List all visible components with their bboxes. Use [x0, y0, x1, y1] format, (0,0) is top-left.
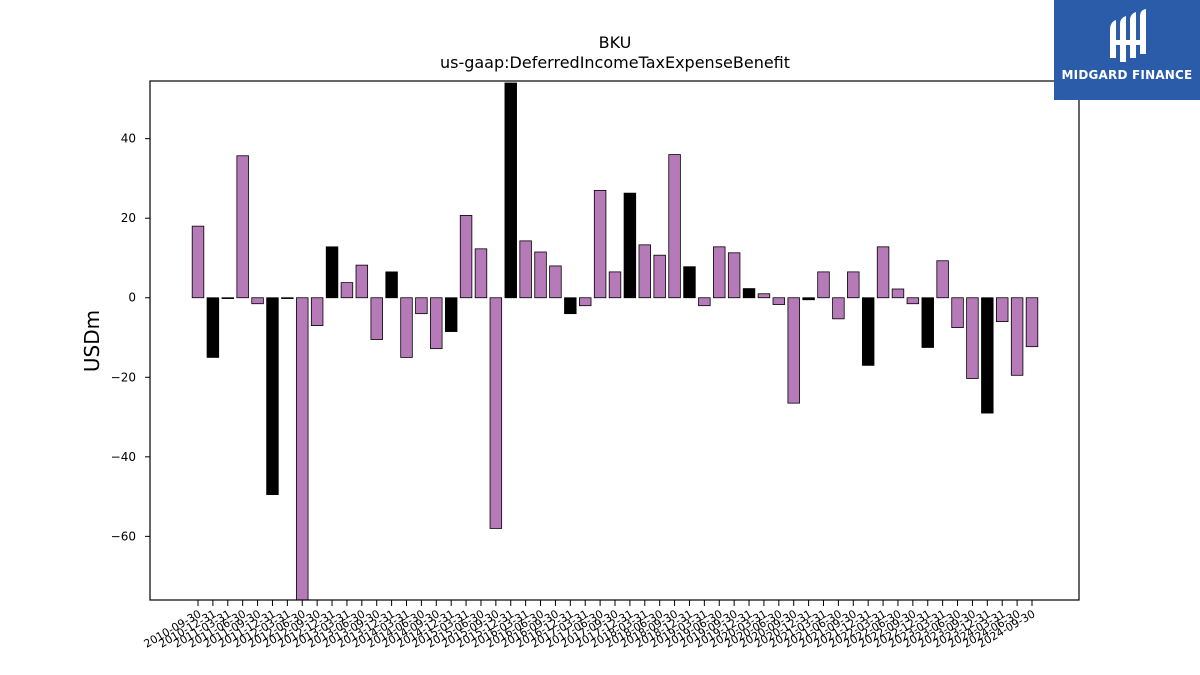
bar-2015-12-31	[504, 82, 517, 299]
bar-2023-03-31	[936, 260, 949, 299]
y-tick-label: −60	[111, 529, 136, 543]
bar-2021-06-30	[832, 297, 845, 320]
bar-2016-03-31	[519, 240, 532, 299]
bar-2015-06-30	[474, 248, 488, 299]
bar-2016-12-31	[564, 297, 577, 315]
bar-2020-09-30	[787, 297, 800, 404]
bar-2016-09-30	[549, 265, 562, 299]
bar-2020-03-31	[757, 293, 771, 299]
bar-2024-03-31	[996, 297, 1009, 323]
bar-2011-06-30	[236, 155, 249, 299]
bar-2021-12-31	[861, 297, 875, 366]
bar-2024-09-30	[1025, 297, 1039, 348]
bar-2023-06-30	[951, 297, 964, 328]
bar-2013-06-30	[355, 264, 369, 299]
chart-subtitle: us-gaap:DeferredIncomeTaxExpenseBenefit	[440, 53, 790, 72]
bar-2012-12-31	[325, 246, 339, 299]
bar-2023-09-30	[966, 297, 979, 379]
bar-2013-03-31	[340, 282, 354, 299]
bar-2021-09-30	[847, 271, 860, 299]
midgard-finance-logo: MIDGARD FINANCE	[1054, 0, 1200, 100]
bar-2014-06-30	[415, 297, 428, 315]
bar-2011-09-30	[251, 297, 264, 305]
midgard-logo-icon	[1110, 9, 1146, 62]
bar-2013-12-31	[385, 271, 398, 299]
bar-2018-06-30	[653, 254, 666, 299]
bar-2022-12-31	[921, 297, 934, 348]
bar-2014-12-31	[444, 297, 458, 332]
bar-2010-09-30	[191, 225, 205, 299]
bar-2015-03-31	[459, 215, 473, 299]
y-tick-label: −40	[111, 450, 136, 464]
bar-2019-06-30	[713, 246, 726, 299]
bar-2014-09-30	[430, 297, 443, 350]
bar-2018-12-31	[683, 266, 696, 299]
bar-2023-12-31	[981, 297, 994, 414]
y-tick-label: 40	[121, 132, 136, 146]
bars-group	[191, 82, 1039, 601]
bar-2013-09-30	[370, 297, 383, 340]
y-axis-ticks: −60 −40 −20 0 20 40	[111, 132, 150, 543]
y-tick-label: −20	[111, 370, 136, 384]
bar-2018-09-30	[668, 154, 681, 299]
bar-2016-06-30	[534, 251, 547, 299]
chart-title: BKU	[599, 33, 632, 52]
bar-2024-06-30	[1010, 297, 1024, 376]
y-tick-label: 20	[121, 211, 136, 225]
bar-2011-03-31	[221, 297, 234, 299]
bar-2019-09-30	[727, 252, 741, 299]
bar-2022-06-30	[891, 288, 905, 299]
bar-2022-03-31	[876, 246, 890, 299]
bar-2020-06-30	[772, 297, 786, 305]
logo-text: MIDGARD FINANCE	[1061, 68, 1193, 82]
bar-2017-12-31	[623, 192, 637, 299]
bar-2010-12-31	[206, 297, 220, 358]
bar-2011-12-31	[266, 297, 279, 496]
bar-2017-09-30	[608, 271, 622, 299]
bar-2017-03-31	[579, 297, 592, 307]
bar-2012-09-30	[310, 297, 324, 326]
bar-2018-03-31	[638, 244, 651, 299]
bar-2017-06-30	[593, 189, 607, 299]
bar-2014-03-31	[400, 297, 413, 358]
x-axis-ticks: 2010-09-302010-12-312011-03-312011-06-30…	[142, 600, 1038, 651]
bar-2022-09-30	[906, 297, 920, 305]
bar-2021-03-31	[817, 271, 830, 299]
bar-2015-09-30	[489, 297, 503, 529]
bar-2019-12-31	[742, 288, 756, 299]
bar-2012-06-30	[296, 297, 309, 601]
bar-2020-12-31	[802, 297, 815, 301]
y-axis-label: USDm	[80, 310, 104, 372]
plot-frame	[149, 80, 1080, 601]
bar-2012-03-31	[281, 297, 294, 299]
bar-2019-03-31	[698, 297, 711, 307]
y-tick-label: 0	[128, 291, 136, 305]
